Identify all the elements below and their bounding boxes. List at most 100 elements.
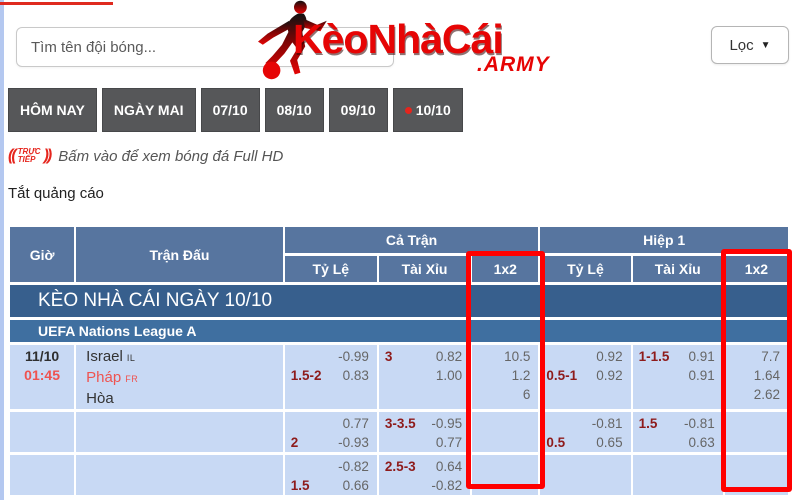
tab-09-10[interactable]: 09/10 [328, 88, 388, 132]
odds-value: 0.91 [688, 349, 715, 364]
tab-ngay-mai[interactable]: NGÀY MAI [101, 88, 196, 132]
fulltime-handicap-cell[interactable]: -0.82 1.5 0.66 [284, 455, 377, 495]
half1-handicap-cell[interactable]: 0.92 0.5-1 0.92 [540, 345, 631, 409]
odds-line: 0.5 0.65 [540, 433, 630, 452]
filter-button[interactable]: Lọc ▼ [711, 26, 789, 64]
tab-label: 08/10 [276, 102, 312, 118]
odds-value: -0.95 [431, 416, 463, 431]
filter-button-label: Lọc [729, 36, 754, 54]
odds-line: -0.81 [540, 414, 630, 433]
1x2-value: 1.64 [753, 368, 780, 383]
half1-overunder-cell[interactable] [632, 455, 723, 495]
odds-line: -0.82 [379, 476, 470, 495]
odds-line: 0.5-1 0.92 [540, 366, 630, 385]
handicap-value: 1.5-2 [290, 368, 322, 383]
odds-line: 1-1.5 0.91 [633, 347, 723, 366]
kickoff-time: 01:45 [24, 367, 60, 383]
handicap-value: 2 [290, 435, 299, 450]
handicap-value: 0.5-1 [546, 368, 578, 383]
odds-line: -0.82 [285, 457, 377, 476]
ads-toggle-link[interactable]: Tắt quảng cáo [8, 185, 104, 202]
half1-1x2-cell[interactable] [724, 455, 788, 495]
odds-line: 1.5 0.66 [285, 476, 377, 495]
live-stream-banner[interactable]: (( TRỰC TIẾP )) Bấm vào để xem bóng đá F… [8, 147, 283, 165]
tab-hom-nay[interactable]: HÔM NAY [8, 88, 97, 132]
fulltime-1x2-cell[interactable] [472, 412, 539, 452]
col-header-h1-odds: Tỷ Lệ [540, 256, 631, 282]
tab-label: 07/10 [212, 102, 248, 118]
match-row: 11/10 01:45 Israel IL Pháp FR Hòa -0.99 1.5-2 0.8… [10, 345, 788, 409]
team-country-code: IL [126, 353, 136, 363]
section-banner-title: KÈO NHÀ CÁI NGÀY 10/10 [10, 285, 788, 317]
odds-value: 0.91 [688, 368, 715, 383]
league-row[interactable]: UEFA Nations League A [10, 320, 788, 342]
col-header-time: Giờ [10, 227, 75, 282]
search-input[interactable] [16, 27, 394, 67]
tab-07-10[interactable]: 07/10 [200, 88, 260, 132]
fulltime-handicap-cell[interactable]: 0.77 2 -0.93 [284, 412, 377, 452]
live-badge-line2: TIẾP [17, 155, 36, 164]
tab-label: 10/10 [415, 102, 451, 118]
fulltime-overunder-cell[interactable]: 3-3.5 -0.95 0.77 [378, 412, 471, 452]
chevron-down-icon: ▼ [760, 39, 771, 51]
loading-progress-bar [0, 2, 113, 5]
signal-right-icon: )) [43, 147, 53, 164]
half1-1x2-cell[interactable]: 7.7 1.64 2.62 [724, 345, 788, 409]
half1-1x2-cell[interactable] [724, 412, 788, 452]
odds-line: 1.5-2 0.83 [285, 366, 377, 385]
odds-value: -0.99 [338, 349, 369, 364]
match-teams-cell[interactable] [76, 455, 283, 495]
half1-handicap-cell[interactable] [540, 455, 631, 495]
fulltime-overunder-cell[interactable]: 3 0.82 1.00 [378, 345, 471, 409]
handicap-value: 0.5 [546, 435, 566, 450]
fulltime-1x2-cell[interactable] [472, 455, 539, 495]
col-header-ft-1x2: 1x2 [472, 256, 539, 282]
match-row: 0.77 2 -0.93 3-3.5 -0.95 0.77 -0.81 0.5 0.65 1.5-… [10, 412, 788, 452]
odds-value: 0.64 [435, 459, 463, 474]
fulltime-overunder-cell[interactable]: 2.5-3 0.64 -0.82 [378, 455, 471, 495]
handicap-value: 3 [384, 349, 393, 364]
half1-overunder-cell[interactable]: 1.5 -0.81 0.63 [632, 412, 723, 452]
1x2-value: 1.2 [511, 368, 531, 383]
logo-wordmark[interactable]: KèoNhàCái [293, 16, 504, 62]
signal-left-icon: (( [8, 147, 17, 164]
team-name: Hòa [86, 390, 114, 407]
odds-line: 0.77 [285, 414, 377, 433]
odds-value: -0.82 [431, 478, 463, 493]
odds-line: 3-3.5 -0.95 [379, 414, 470, 433]
handicap-value: 2.5-3 [384, 459, 416, 474]
match-teams-cell[interactable]: Israel IL Pháp FR Hòa [76, 345, 283, 409]
section-banner: KÈO NHÀ CÁI NGÀY 10/10 [10, 285, 788, 317]
logo-domain-suffix[interactable]: .ARMY [477, 53, 550, 76]
odds-line: 2 -0.93 [285, 433, 377, 452]
odds-value: 0.82 [435, 349, 463, 364]
odds-value: 0.65 [596, 435, 623, 450]
fulltime-handicap-cell[interactable]: -0.99 1.5-2 0.83 [284, 345, 377, 409]
live-icon: (( TRỰC TIẾP )) [8, 147, 53, 165]
tab-10-10[interactable]: 10/10 [392, 88, 463, 132]
league-title[interactable]: UEFA Nations League A [10, 320, 788, 342]
1x2-value: 6 [522, 387, 531, 402]
match-teams-cell[interactable] [76, 412, 283, 452]
match-time-cell: 11/10 01:45 [10, 345, 75, 409]
live-banner-text: Bấm vào để xem bóng đá Full HD [58, 147, 284, 165]
odds-value: 0.66 [342, 478, 369, 493]
odds-value: -0.82 [338, 459, 369, 474]
odds-value: -0.93 [338, 435, 369, 450]
odds-value: 0.63 [688, 435, 715, 450]
half1-overunder-cell[interactable]: 1-1.5 0.91 0.91 [632, 345, 723, 409]
fulltime-1x2-cell[interactable]: 10.5 1.2 6 [472, 345, 539, 409]
handicap-value: 1.5 [290, 478, 310, 493]
odds-line: 0.92 [540, 347, 630, 366]
odds-value: 0.92 [596, 368, 623, 383]
half1-handicap-cell[interactable]: -0.81 0.5 0.65 [540, 412, 631, 452]
odds-line: 0.63 [633, 433, 723, 452]
tab-08-10[interactable]: 08/10 [264, 88, 324, 132]
odds-value: 0.77 [435, 435, 463, 450]
match-row: -0.82 1.5 0.66 2.5-3 0.64 -0.82 [10, 455, 788, 495]
odds-value: 1.00 [435, 368, 463, 383]
odds-line: 1.5 -0.81 [633, 414, 723, 433]
odds-value: -0.81 [684, 416, 715, 431]
match-time-cell [10, 412, 75, 452]
odds-line: -0.99 [285, 347, 377, 366]
